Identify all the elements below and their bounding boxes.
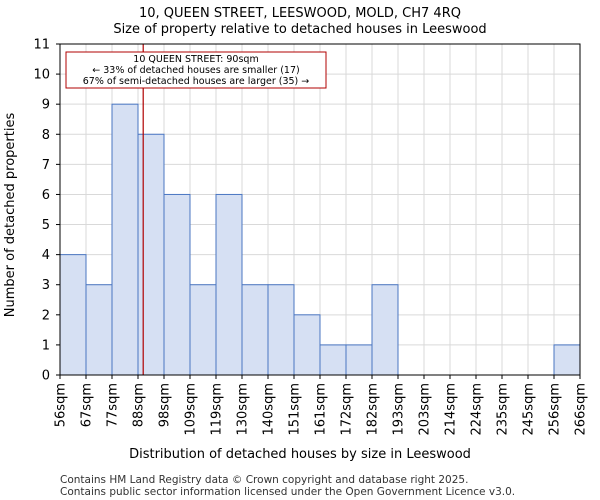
bar-119sqm	[215, 193, 243, 376]
y-axis-label: Number of detached properties	[3, 113, 18, 318]
y-tick-label-4: 4	[42, 248, 50, 263]
bar-77sqm	[111, 103, 139, 376]
x-tick-label-16: 224sqm	[470, 383, 485, 436]
x-axis-ticks: 56sqm 67sqm 77sqm 88sqm 98sqm 109sqm 119sqm 130…	[54, 375, 589, 436]
x-tick-label-8: 140sqm	[262, 383, 277, 436]
bar-98sqm	[163, 193, 191, 376]
footer-line-1: Contains HM Land Registry data © Crown c…	[60, 474, 468, 486]
x-tick-label-12: 182sqm	[366, 383, 381, 436]
y-tick-label-2: 2	[42, 308, 50, 323]
y-tick-label-8: 8	[42, 128, 50, 143]
x-tick-label-11: 172sqm	[340, 383, 355, 436]
x-tick-label-20: 266sqm	[574, 383, 589, 436]
y-tick-label-0: 0	[42, 369, 50, 384]
x-axis-label: Distribution of detached houses by size …	[129, 447, 471, 462]
x-tick-label-17: 235sqm	[496, 383, 511, 436]
y-tick-label-6: 6	[42, 188, 50, 203]
x-tick-label-18: 245sqm	[522, 383, 537, 436]
bar-182sqm	[371, 284, 399, 376]
x-tick-label-6: 119sqm	[210, 383, 225, 436]
bar-256sqm	[553, 344, 581, 376]
x-tick-label-15: 214sqm	[444, 383, 459, 436]
y-tick-label-9: 9	[42, 98, 50, 113]
x-tick-label-9: 151sqm	[288, 383, 303, 436]
y-tick-label-11: 11	[33, 38, 50, 53]
bar-140sqm	[267, 284, 295, 376]
bar-151sqm	[293, 314, 321, 376]
annotation-box: 10 QUEEN STREET: 90sqm ← 33% of detached…	[65, 51, 327, 89]
x-tick-label-10: 161sqm	[314, 383, 329, 436]
bars-group	[59, 103, 581, 376]
footer-line-2: Contains public sector information licen…	[60, 486, 515, 498]
y-tick-label-3: 3	[42, 278, 50, 293]
x-tick-label-2: 77sqm	[106, 383, 121, 427]
annotation-line-1: 10 QUEEN STREET: 90sqm	[133, 54, 258, 65]
annotation-line-3: 67% of semi-detached houses are larger (…	[83, 76, 310, 87]
y-tick-label-1: 1	[42, 338, 50, 353]
annotation-frame	[65, 51, 327, 89]
bar-172sqm	[345, 344, 373, 376]
bar-161sqm	[319, 344, 347, 376]
bar-130sqm	[241, 284, 269, 376]
y-tick-label-5: 5	[42, 218, 50, 233]
x-tick-label-4: 98sqm	[158, 383, 173, 427]
x-tick-label-1: 67sqm	[80, 383, 95, 427]
x-tick-label-7: 130sqm	[236, 383, 251, 436]
x-tick-label-13: 193sqm	[392, 383, 407, 436]
chart-subtitle: Size of property relative to detached ho…	[113, 22, 486, 37]
y-tick-label-7: 7	[42, 158, 50, 173]
x-tick-label-3: 88sqm	[132, 383, 147, 427]
bar-88sqm	[137, 133, 165, 376]
bar-109sqm	[189, 284, 217, 376]
y-tick-label-10: 10	[33, 68, 50, 83]
y-axis-ticks: 0 1 2 3 4 5 6 7 8 9 10 11	[33, 38, 60, 384]
chart-title: 10, QUEEN STREET, LEESWOOD, MOLD, CH7 4R…	[139, 6, 461, 21]
x-tick-label-14: 203sqm	[418, 383, 433, 436]
bar-67sqm	[85, 284, 113, 376]
x-tick-label-0: 56sqm	[54, 383, 69, 427]
x-tick-label-19: 256sqm	[548, 383, 563, 436]
annotation-line-2: ← 33% of detached houses are smaller (17…	[92, 65, 299, 76]
bar-56sqm	[59, 254, 87, 376]
x-tick-label-5: 109sqm	[184, 383, 199, 436]
